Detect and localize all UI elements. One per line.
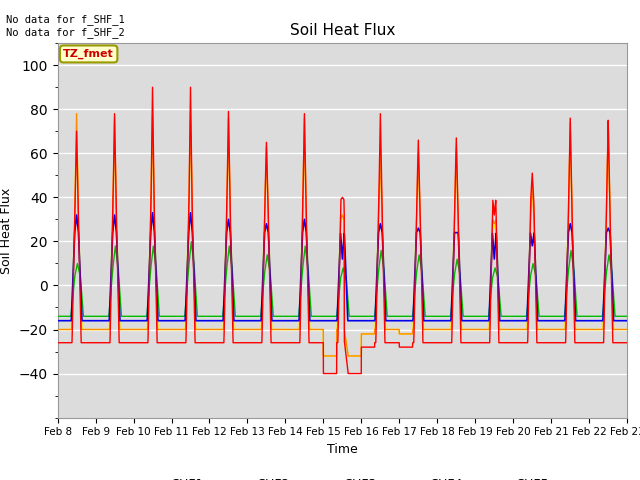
SHF4 [321, 313, 329, 319]
SHF5 [148, 210, 156, 216]
SHF5 [439, 318, 447, 324]
SHF3 [73, 111, 81, 117]
SHF2 [470, 326, 478, 332]
Line: SHF1: SHF1 [58, 87, 627, 373]
SHF4 [623, 313, 631, 319]
SHF3 [470, 326, 478, 332]
SHF2 [623, 326, 631, 332]
SHF1 [321, 371, 329, 376]
SHF5 [623, 318, 630, 324]
Title: Soil Heat Flux: Soil Heat Flux [290, 23, 395, 38]
SHF3 [623, 326, 630, 332]
SHF1 [470, 340, 478, 346]
SHF4 [470, 313, 478, 319]
SHF2 [321, 353, 329, 359]
SHF3 [623, 326, 631, 332]
SHF1 [439, 340, 447, 346]
SHF1 [319, 371, 327, 376]
SHF4 [156, 313, 164, 319]
SHF2 [623, 326, 630, 332]
SHF4 [188, 239, 195, 245]
Text: No data for f_SHF_1
No data for f_SHF_2: No data for f_SHF_1 No data for f_SHF_2 [6, 14, 125, 38]
Line: SHF2: SHF2 [58, 111, 627, 356]
SHF2 [502, 326, 510, 332]
SHF5 [321, 318, 329, 324]
SHF5 [470, 318, 478, 324]
SHF3 [439, 326, 447, 332]
Line: SHF3: SHF3 [58, 114, 627, 356]
X-axis label: Time: Time [327, 443, 358, 456]
SHF5 [54, 318, 61, 324]
SHF3 [321, 353, 329, 359]
SHF4 [54, 313, 61, 319]
SHF2 [439, 326, 447, 332]
Line: SHF4: SHF4 [58, 242, 627, 316]
SHF1 [54, 340, 61, 346]
SHF1 [623, 340, 631, 346]
SHF5 [623, 318, 631, 324]
SHF4 [502, 313, 510, 319]
SHF5 [502, 318, 510, 324]
Legend: SHF1, SHF2, SHF3, SHF4, SHF5: SHF1, SHF2, SHF3, SHF4, SHF5 [131, 472, 554, 480]
SHF1 [502, 340, 510, 346]
SHF2 [319, 353, 327, 359]
Text: TZ_fmet: TZ_fmet [63, 49, 114, 59]
Line: SHF5: SHF5 [58, 213, 627, 321]
SHF3 [319, 353, 327, 359]
SHF5 [156, 318, 164, 324]
SHF4 [623, 313, 630, 319]
SHF2 [156, 326, 164, 332]
SHF1 [148, 84, 156, 90]
SHF3 [54, 326, 61, 332]
SHF1 [156, 340, 164, 346]
SHF3 [156, 326, 164, 332]
SHF2 [187, 108, 195, 114]
SHF4 [439, 313, 447, 319]
SHF2 [54, 326, 61, 332]
Y-axis label: Soil Heat Flux: Soil Heat Flux [0, 187, 13, 274]
SHF1 [623, 340, 630, 346]
SHF3 [502, 326, 510, 332]
